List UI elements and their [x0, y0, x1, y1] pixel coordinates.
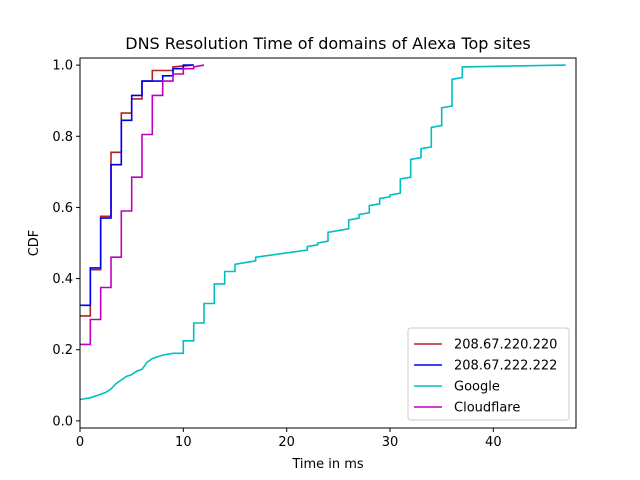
y-tick-label: 0.8	[52, 130, 73, 145]
legend-label: 208.67.222.222	[454, 359, 557, 374]
series-line-0	[80, 64, 194, 317]
y-tick-label: 0.4	[52, 272, 73, 287]
y-tick-label: 0.0	[52, 414, 73, 429]
y-tick-label: 0.2	[52, 343, 73, 358]
x-tick-label: 40	[485, 435, 502, 450]
series-line-3	[80, 64, 205, 346]
series-line-2	[79, 64, 566, 401]
legend-label: Cloudflare	[454, 401, 520, 416]
legend-label: Google	[454, 380, 500, 395]
x-tick-label: 0	[76, 435, 84, 450]
x-tick-label: 20	[278, 435, 295, 450]
legend: 208.67.220.220 208.67.222.222 Google Cloudf…	[407, 327, 570, 421]
series-lines	[79, 64, 566, 401]
x-axis-ticks: 0 10 20 30 40	[76, 428, 502, 450]
chart-title: DNS Resolution Time of domains of Alexa …	[125, 34, 530, 53]
legend-box	[407, 327, 570, 421]
y-tick-label: 0.6	[52, 201, 73, 216]
series-line-1	[80, 64, 194, 307]
x-axis-label: Time in ms	[291, 457, 364, 472]
y-tick-label: 1.0	[52, 59, 73, 74]
y-axis-label: CDF	[27, 230, 42, 257]
x-tick-label: 30	[382, 435, 399, 450]
legend-label: 208.67.220.220	[454, 338, 557, 353]
x-tick-label: 10	[175, 435, 192, 450]
plot-frame	[79, 57, 577, 429]
y-axis-ticks: 0.0 0.2 0.4 0.6 0.8 1.0	[52, 59, 80, 429]
